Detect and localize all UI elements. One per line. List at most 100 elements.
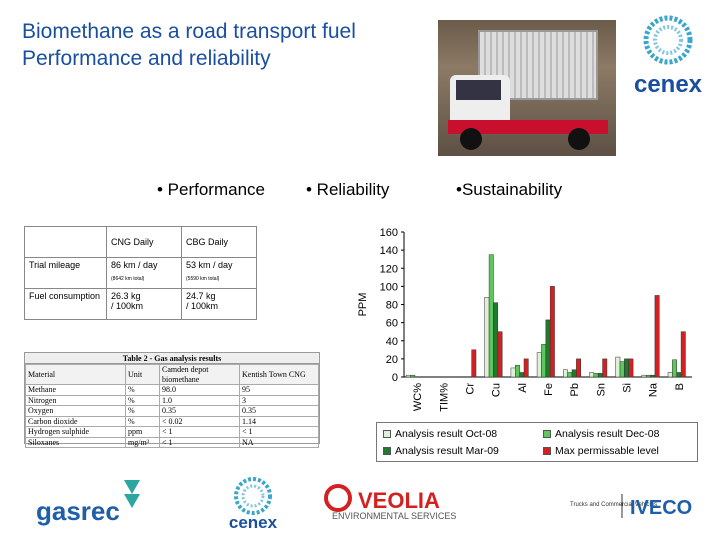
gas-cell: %: [125, 384, 160, 396]
y-axis-label: PPM: [357, 293, 369, 317]
slide-title: Biomethane as a road transport fuel Perf…: [22, 18, 356, 72]
svg-text:VEOLIA: VEOLIA: [358, 488, 440, 513]
perf-header-cng: CNG Daily: [106, 226, 182, 258]
gas-cell: Hydrogen sulphide: [25, 426, 126, 438]
bar-Al-0: [510, 367, 516, 378]
gas-cell: Nitrogen: [25, 394, 126, 406]
gas-header: Material: [25, 364, 126, 385]
svg-text:Trucks and Commercial Vehicles: Trucks and Commercial Vehicles: [570, 502, 657, 508]
legend-item: Analysis result Mar-09: [383, 445, 499, 457]
x-tick-label: TIM%: [438, 383, 450, 412]
x-tick-label: Si: [622, 383, 634, 393]
bar-Sn-1: [593, 373, 599, 378]
x-tick-label: Na: [648, 382, 660, 397]
perf-header-cbg: CBG Daily: [181, 226, 257, 258]
bar-Na-0: [641, 374, 647, 378]
perf-cell: 86 km / day (8642 km total): [106, 257, 182, 289]
x-tick-label: Cr: [464, 383, 476, 395]
svg-text:ENVIRONMENTAL SERVICES: ENVIRONMENTAL SERVICES: [332, 511, 456, 521]
bar-Al-1: [515, 364, 520, 378]
bar-Cu-3: [497, 331, 503, 378]
bar-Si-2: [624, 358, 629, 378]
truck-photo: [438, 20, 616, 156]
gas-cell: < 0.02: [159, 415, 240, 427]
bar-WC%-1: [410, 374, 416, 378]
svg-text:IVECO: IVECO: [630, 497, 692, 519]
perf-cell: 24.7 kg/ 100km: [181, 288, 257, 320]
y-tick-label: 60: [386, 318, 398, 330]
gas-row: Nitrogen% 1.0 3: [25, 394, 319, 406]
gas-cell: ppm: [125, 426, 160, 438]
bar-Fe-2: [545, 319, 551, 378]
x-tick-label: Al: [517, 383, 529, 393]
bullet-sustainability: •Sustainability: [456, 180, 563, 199]
x-tick-label: Sn: [595, 383, 607, 396]
bullet-reliability: • Reliability: [306, 180, 390, 199]
gas-header: Kentish Town CNG: [239, 364, 319, 385]
cenex-logo: cenex: [622, 14, 714, 98]
title-line-2: Performance and reliability: [22, 47, 271, 70]
gas-row: Carbon dioxide% < 0.02 1.14: [25, 415, 319, 427]
x-tick-label: Fe: [543, 383, 555, 396]
svg-text:cenex: cenex: [634, 71, 703, 98]
bar-Fe-1: [541, 344, 547, 378]
gas-cell: 0.35: [239, 405, 319, 417]
y-tick-label: 120: [380, 263, 398, 275]
cenex-logo-small: [234, 477, 272, 515]
gas-row: Hydrogen sulphide ppm < 1 < 1: [25, 426, 319, 438]
svg-text:gasrec: gasrec: [36, 496, 120, 526]
x-tick-label: Pb: [569, 383, 581, 396]
bar-Fe-0: [536, 352, 542, 378]
bar-Fe-3: [549, 286, 555, 378]
performance-table: CNG Daily CBG Daily Trial mileage 86 km …: [24, 226, 257, 320]
y-tick-label: 80: [386, 300, 398, 312]
bar-Pb-3: [576, 358, 581, 378]
bar-Na-2: [650, 374, 656, 378]
bar-Cu-1: [488, 254, 494, 378]
gas-table-caption: Table 2 - Gas analysis results: [25, 353, 319, 364]
gas-cell: %: [125, 405, 160, 417]
gas-row: Siloxanes mg/m³ < 1 NA: [25, 436, 319, 448]
veolia-logo: VEOLIA ENVIRONMENTAL SERVICES: [324, 484, 456, 521]
gas-header: Unit: [125, 364, 160, 385]
title-line-1: Biomethane as a road transport fuel: [22, 20, 356, 43]
bar-Cu-0: [484, 297, 490, 378]
bar-Al-3: [523, 358, 529, 378]
chart-legend: Analysis result Oct-08 Analysis result D…: [376, 422, 698, 462]
bullet-performance: • Performance: [157, 180, 265, 199]
y-tick-label: 0: [392, 372, 398, 384]
y-tick-label: 20: [386, 354, 398, 366]
gas-cell: Carbon dioxide: [25, 415, 126, 427]
legend-item: Analysis result Dec-08: [543, 428, 659, 440]
gas-cell: 0.35: [159, 405, 240, 417]
gas-cell: < 1: [159, 436, 240, 448]
bar-Sn-0: [589, 372, 595, 378]
bar-Si-0: [615, 356, 621, 378]
bar-Pb-2: [571, 369, 577, 378]
perf-cell: 53 km / day (5590 km total): [181, 257, 257, 289]
bar-Si-1: [619, 361, 625, 378]
gas-cell: < 1: [159, 426, 240, 438]
bar-Cr-3: [471, 349, 477, 378]
gas-row: Methane% 98.0 95: [25, 384, 319, 396]
bar-B-3: [680, 331, 686, 378]
y-tick-label: 100: [380, 281, 398, 293]
logo-strip: gasrec cenex VEOLIA ENVIRONMENTAL SERVIC…: [0, 472, 720, 540]
gas-cell: < 1: [239, 426, 319, 438]
bar-Pb-0: [563, 369, 568, 378]
perf-header-blank: [24, 226, 107, 258]
bar-Al-2: [519, 372, 525, 378]
gas-cell: %: [125, 415, 160, 427]
y-tick-label: 160: [380, 227, 398, 239]
x-tick-label: Cu: [491, 383, 503, 397]
bar-B-0: [667, 372, 673, 378]
y-tick-label: 40: [386, 336, 398, 348]
x-tick-label: B: [674, 383, 686, 390]
bar-B-1: [672, 359, 677, 378]
perf-cell: 26.3 kg/ 100km: [106, 288, 182, 320]
gas-cell: Siloxanes: [25, 436, 126, 448]
bar-WC%-0: [405, 374, 411, 378]
gas-analysis-table: Table 2 - Gas analysis results Material …: [24, 352, 320, 448]
gas-cell: 3: [239, 394, 319, 406]
gasrec-logo: gasrec: [36, 480, 140, 526]
